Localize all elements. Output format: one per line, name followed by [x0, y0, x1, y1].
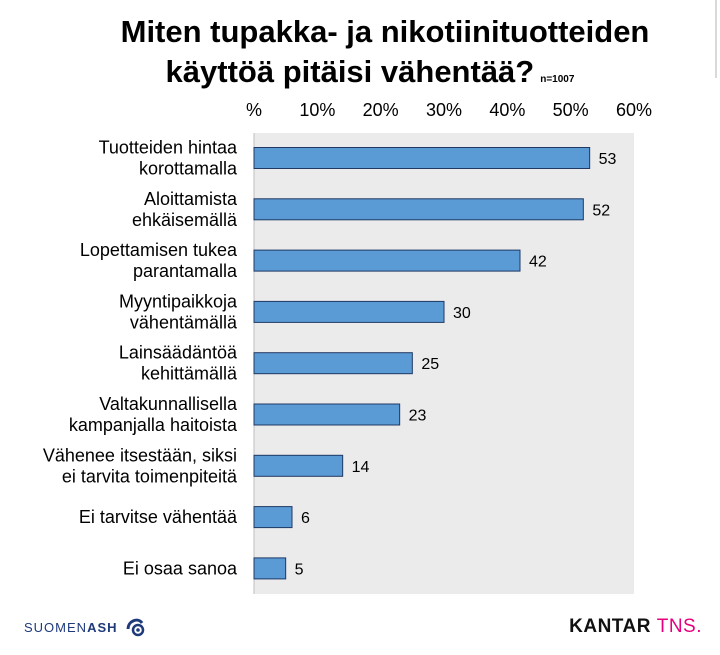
- bar: [253, 198, 584, 221]
- data-label: 52: [592, 202, 610, 219]
- kantar-tns-logo: KANTAR TNS.: [569, 616, 702, 638]
- category-label: kampanjalla haitoista: [69, 415, 238, 435]
- category-label: Myyntipaikkoja: [119, 291, 238, 311]
- category-label: Lainsäädäntöä: [119, 343, 238, 363]
- title-line-1: Miten tupakka- ja nikotiinituotteiden: [120, 14, 650, 49]
- ash-swirl-icon: [126, 618, 144, 637]
- category-label: Lopettamisen tukea: [80, 240, 238, 260]
- bar: [253, 352, 413, 375]
- tns-wordmark: TNS.: [656, 616, 702, 637]
- category-label: korottamalla: [139, 159, 238, 179]
- category-label: Aloittamista: [144, 189, 238, 209]
- category-label: Vähenee itsestään, siksi: [43, 445, 237, 465]
- sample-size-note: n=1007: [540, 74, 575, 85]
- title-line-2: käyttöä pitäisi vähentää? n=1007: [0, 52, 720, 100]
- data-label: 25: [421, 356, 439, 373]
- bar: [253, 300, 445, 323]
- category-label: Valtakunnallisella: [99, 394, 238, 414]
- data-label: 14: [352, 459, 370, 476]
- data-label: 30: [453, 305, 471, 322]
- category-label: ei tarvita toimenpiteitä: [62, 466, 238, 486]
- category-label: kehittämällä: [141, 364, 238, 384]
- suomen-ash-bold: ASH: [87, 619, 118, 635]
- x-tick-label: 10%: [299, 100, 335, 120]
- data-label: 6: [301, 510, 310, 527]
- category-label: Ei osaa sanoa: [123, 558, 238, 578]
- data-label: 23: [409, 408, 427, 425]
- category-label: parantamalla: [133, 261, 238, 281]
- x-tick-label: 50%: [553, 100, 589, 120]
- bar: [253, 506, 293, 529]
- suomen-ash-prefix: SUOMEN: [24, 619, 88, 635]
- data-label: 53: [599, 151, 617, 168]
- bar: [253, 403, 401, 426]
- slide-edge-divider: [715, 0, 717, 78]
- data-label: 42: [529, 254, 547, 271]
- category-label: Tuotteiden hintaa: [99, 138, 238, 158]
- bar: [253, 557, 287, 580]
- suomen-ash-logo: SUOMENASH: [24, 614, 148, 640]
- bar-chart: % 10% 20% 30% 40% 50% 60% 53 Tuotteiden hintaako…: [43, 100, 652, 594]
- category-label: ehkäisemällä: [132, 210, 238, 230]
- x-tick-label: 20%: [363, 100, 399, 120]
- x-tick-label: 30%: [426, 100, 462, 120]
- bar: [253, 249, 521, 272]
- data-label: 5: [295, 561, 304, 578]
- chart-title: Miten tupakka- ja nikotiinituotteiden kä…: [0, 12, 720, 100]
- x-tick-label: 60%: [616, 100, 652, 120]
- suomen-ash-wordmark: SUOMENASH: [24, 620, 118, 635]
- x-tick-label: %: [246, 100, 262, 120]
- category-label: Ei tarvitse vähentää: [79, 507, 238, 527]
- x-tick-label: 40%: [489, 100, 525, 120]
- bar: [253, 147, 591, 169]
- bar: [253, 454, 344, 477]
- category-label: vähentämällä: [130, 312, 238, 332]
- kantar-wordmark: KANTAR: [569, 616, 651, 637]
- title-line-2-text: käyttöä pitäisi vähentää?: [165, 54, 535, 89]
